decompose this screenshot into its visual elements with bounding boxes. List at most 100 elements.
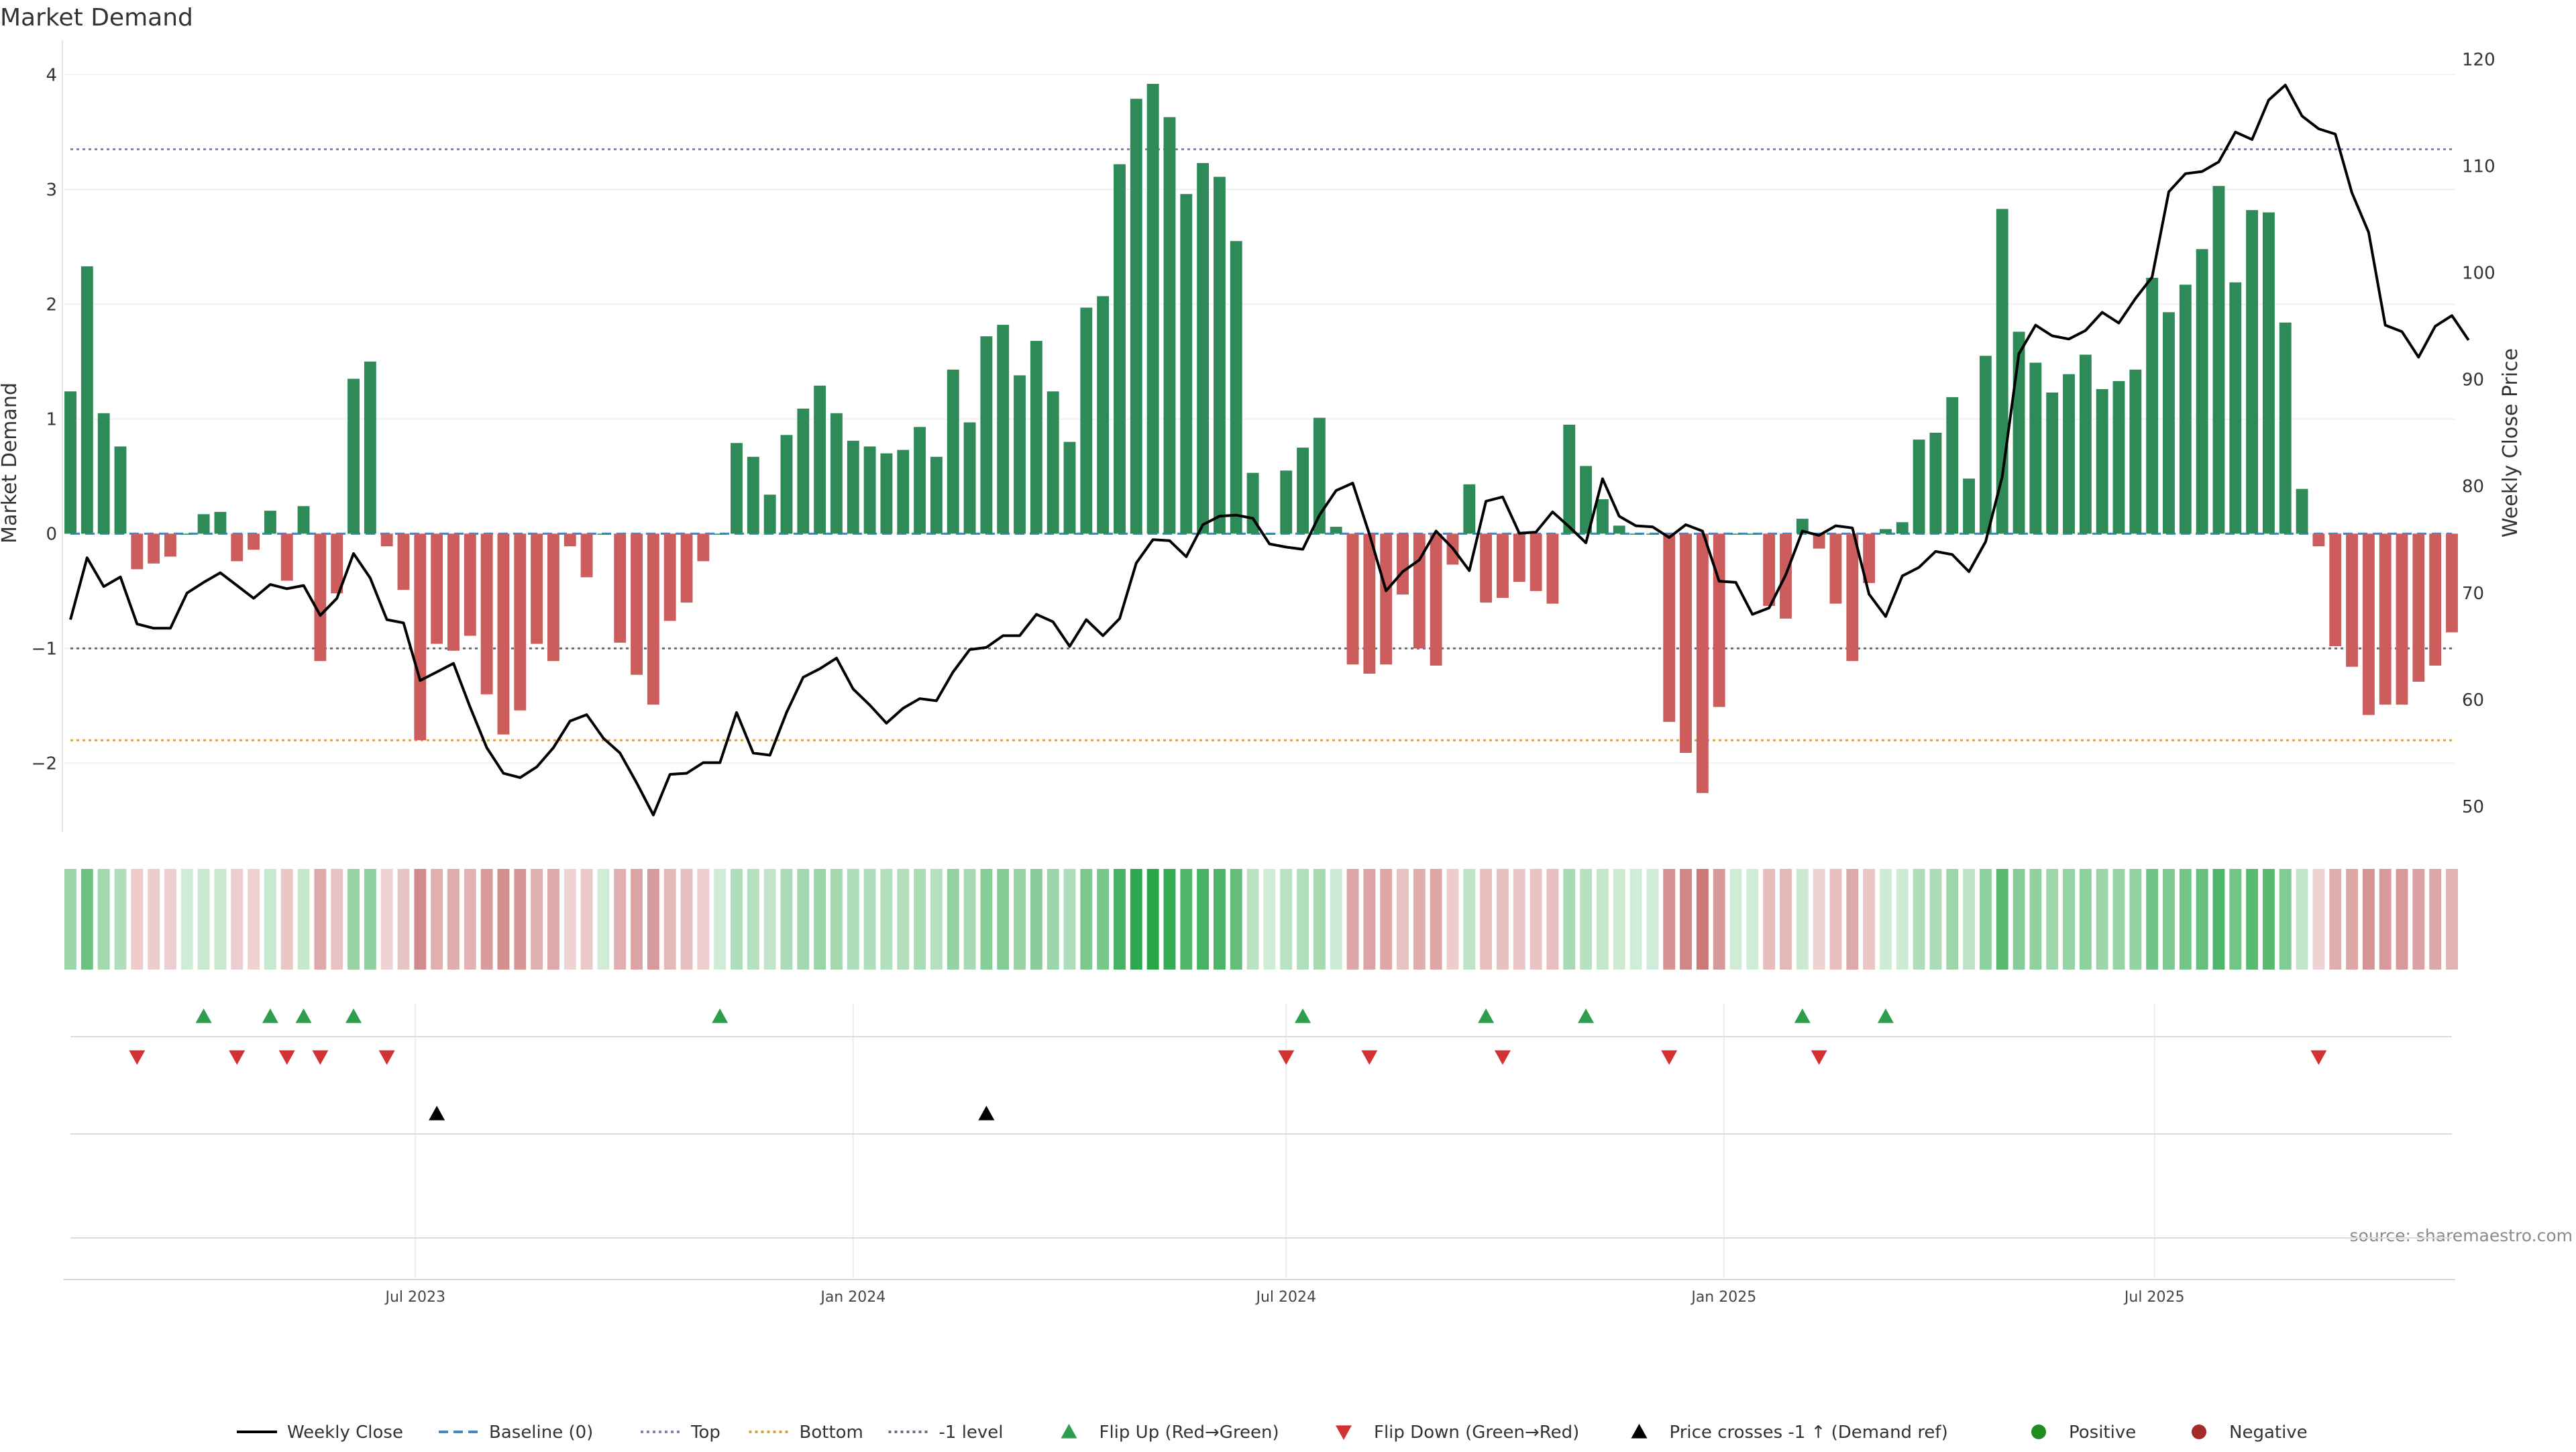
- y2-tick-label-0: 120: [2462, 50, 2496, 70]
- demand-bar-92: [1596, 499, 1609, 534]
- legend-label-7: Price crosses -1 ↑ (Demand ref): [1670, 1422, 1948, 1443]
- y-tick-label-5: −1: [32, 639, 57, 659]
- demand-bar-60: [1063, 442, 1076, 534]
- demand-bar-53: [947, 369, 959, 534]
- weekly-close-line: [69, 83, 2470, 817]
- heat-cell-64: [1130, 869, 1142, 970]
- heat-cell-139: [2379, 869, 2392, 970]
- demand-bar-6: [164, 533, 176, 557]
- heat-cell-93: [1613, 869, 1625, 970]
- demand-bar-18: [364, 361, 376, 534]
- heat-cell-119: [2046, 869, 2059, 970]
- heat-cell-46: [830, 869, 843, 970]
- heat-cell-48: [863, 869, 876, 970]
- demand-bar-86: [1497, 533, 1509, 599]
- demand-bar-14: [297, 506, 310, 534]
- demand-bar-140: [2396, 533, 2408, 705]
- demand-bar-114: [1963, 478, 1976, 534]
- demand-bar-3: [114, 446, 127, 534]
- demand-bar-76: [1330, 527, 1342, 534]
- flip-down-marker-2: [278, 1050, 295, 1065]
- heat-cell-96: [1663, 869, 1676, 970]
- heat-cell-18: [364, 869, 376, 970]
- heat-cell-25: [480, 869, 493, 970]
- demand-bar-33: [614, 533, 627, 643]
- heat-cell-58: [1030, 869, 1042, 970]
- heat-cell-124: [2129, 869, 2142, 970]
- demand-bar-58: [1030, 341, 1042, 534]
- heat-cell-61: [1080, 869, 1093, 970]
- y-tick-label-3: 1: [46, 409, 57, 429]
- demand-bar-136: [2329, 533, 2342, 646]
- demand-bar-105: [1813, 533, 1825, 549]
- flip-up-marker-4: [712, 1008, 729, 1023]
- heat-cell-33: [614, 869, 627, 970]
- heat-cell-19: [380, 869, 393, 970]
- demand-bar-30: [564, 533, 576, 547]
- chart-title: Market Demand: [0, 4, 193, 32]
- demand-bar-115: [1979, 356, 1992, 534]
- legend-swatch-9: [2192, 1424, 2206, 1439]
- demand-bar-122: [2096, 388, 2108, 534]
- flip-up-marker-6: [1478, 1008, 1495, 1023]
- heat-cell-120: [2063, 869, 2075, 970]
- y2-axis-label: Weekly Close Price: [2499, 348, 2522, 537]
- heat-cell-55: [980, 869, 993, 970]
- demand-bar-118: [2029, 362, 2042, 534]
- x-tick-label-4: Jul 2025: [2123, 1289, 2185, 1306]
- heat-cell-92: [1596, 869, 1609, 970]
- demand-bar-134: [2296, 488, 2308, 534]
- demand-bar-4: [131, 533, 144, 570]
- heat-cell-122: [2096, 869, 2108, 970]
- heat-cell-131: [2246, 869, 2259, 970]
- legend-label-8: Positive: [2069, 1422, 2136, 1443]
- heat-cell-42: [763, 869, 776, 970]
- heat-cell-82: [1430, 869, 1442, 970]
- demand-bar-43: [780, 435, 793, 534]
- demand-bar-94: [1629, 533, 1642, 535]
- demand-bar-7: [180, 533, 193, 535]
- heat-cell-38: [697, 869, 710, 970]
- demand-bar-50: [897, 450, 910, 534]
- flip-up-marker-3: [345, 1008, 362, 1023]
- heat-cell-127: [2179, 869, 2192, 970]
- heat-cell-116: [1996, 869, 2008, 970]
- heat-cell-101: [1746, 869, 1759, 970]
- demand-bar-128: [2196, 249, 2208, 534]
- heat-cell-111: [1913, 869, 1925, 970]
- demand-bar-79: [1380, 533, 1393, 665]
- legend-label-1: Baseline (0): [489, 1422, 593, 1443]
- flip-up-marker-0: [195, 1008, 212, 1023]
- heat-cell-75: [1313, 869, 1326, 970]
- demand-bar-25: [480, 533, 493, 694]
- heat-cell-115: [1979, 869, 1992, 970]
- demand-bar-72: [1263, 533, 1276, 535]
- demand-bar-17: [347, 378, 360, 534]
- flip-up-marker-1: [262, 1008, 278, 1023]
- heat-cell-13: [280, 869, 293, 970]
- heat-cell-37: [680, 869, 693, 970]
- heat-cell-125: [2146, 869, 2159, 970]
- heat-cell-103: [1780, 869, 1792, 970]
- legend-swatch-6: [1336, 1425, 1352, 1440]
- legend-label-4: -1 level: [939, 1422, 1004, 1443]
- demand-bar-20: [397, 533, 410, 590]
- heat-cell-32: [597, 869, 610, 970]
- flip-markers: [129, 1008, 2327, 1121]
- price-cross-marker-1: [978, 1106, 995, 1121]
- demand-bar-1: [80, 266, 93, 534]
- heat-cell-36: [663, 869, 676, 970]
- demand-bar-41: [747, 456, 759, 534]
- flip-up-marker-7: [1578, 1008, 1595, 1023]
- demand-bar-39: [714, 533, 727, 535]
- demand-bar-104: [1796, 519, 1809, 534]
- demand-bar-84: [1463, 484, 1476, 534]
- x-tick-label-1: Jan 2024: [819, 1289, 885, 1306]
- demand-bar-21: [414, 533, 427, 741]
- y-tick-label-0: 4: [46, 65, 57, 85]
- demand-bar-112: [1929, 432, 1942, 534]
- heat-cell-78: [1363, 869, 1376, 970]
- heat-cell-3: [114, 869, 127, 970]
- heat-cell-23: [447, 869, 460, 970]
- demand-bar-63: [1114, 164, 1126, 534]
